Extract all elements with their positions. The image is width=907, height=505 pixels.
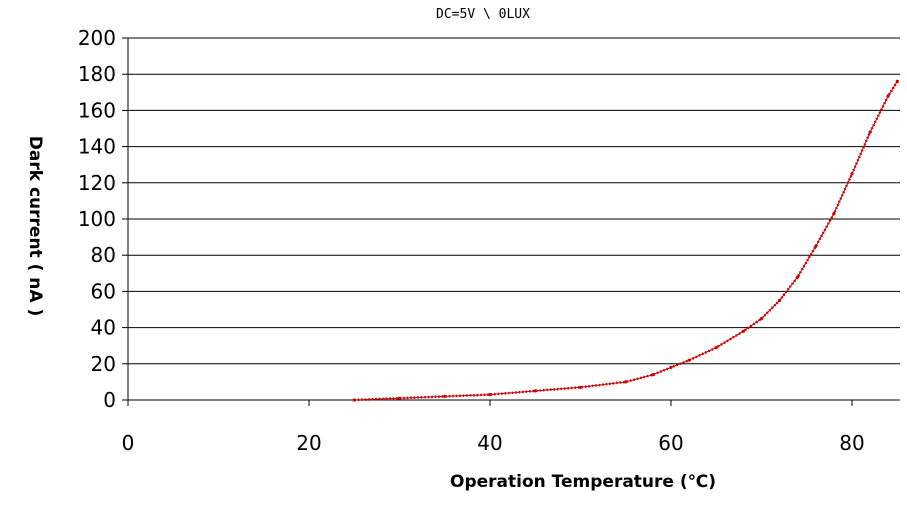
x-tick-label: 20 xyxy=(296,431,321,455)
data-point xyxy=(895,79,899,83)
series-line xyxy=(354,80,899,402)
data-point xyxy=(669,365,673,369)
y-tick-label: 60 xyxy=(91,279,116,303)
data-point xyxy=(741,329,746,333)
y-tick-label: 120 xyxy=(78,171,116,195)
data-point xyxy=(868,130,872,134)
data-point xyxy=(687,358,691,362)
y-tick-labels: 0 20 40 60 80 100 120 140 160 180 200 xyxy=(78,26,116,412)
data-point xyxy=(832,212,836,216)
y-tick-label: 20 xyxy=(91,352,116,376)
data-point xyxy=(624,380,628,384)
y-tick-label: 200 xyxy=(78,26,116,50)
data-point xyxy=(352,398,356,402)
gridlines xyxy=(128,37,900,401)
data-point xyxy=(850,172,854,176)
y-tick-label: 0 xyxy=(103,388,116,412)
y-tick-label: 100 xyxy=(78,207,116,231)
y-tick-label: 140 xyxy=(78,135,116,159)
y-tick-label: 180 xyxy=(78,62,116,86)
y-tick-label: 80 xyxy=(91,243,116,267)
chart-title: DC=5V \ 0LUX xyxy=(436,7,530,22)
x-axis-title: Operation Temperature (℃) xyxy=(450,472,716,492)
x-tick-label: 40 xyxy=(477,431,502,455)
x-tick-label: 60 xyxy=(658,431,683,455)
data-point xyxy=(443,394,447,398)
data-point xyxy=(533,389,537,393)
x-tick-labels: 0 20 40 60 80 xyxy=(122,431,865,455)
data-point xyxy=(714,345,718,350)
x-tick-label: 80 xyxy=(839,431,864,455)
series-line-core xyxy=(354,81,898,401)
data-point xyxy=(578,385,583,389)
data-point xyxy=(814,244,818,248)
y-tick-label: 160 xyxy=(78,98,116,122)
axes xyxy=(122,37,900,406)
data-point xyxy=(397,396,402,400)
data-point xyxy=(886,94,890,98)
data-point xyxy=(488,393,492,397)
series-layer xyxy=(352,79,899,402)
data-point xyxy=(796,275,800,279)
data-point xyxy=(651,373,655,377)
data-point xyxy=(759,317,764,321)
y-axis-title: Dark current ( nA ) xyxy=(25,136,45,316)
x-tick-label: 0 xyxy=(122,431,135,455)
y-tick-label: 40 xyxy=(91,316,116,340)
data-point xyxy=(778,298,782,302)
